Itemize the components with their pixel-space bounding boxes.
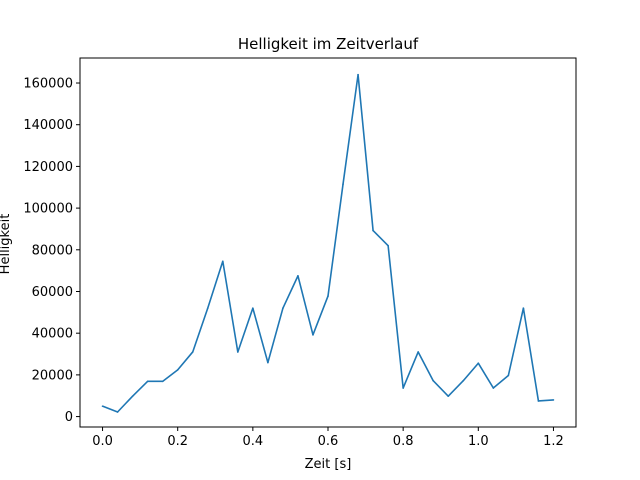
series-line [102,73,554,413]
data-point [537,400,540,402]
data-point [312,334,314,336]
x-tick-label: 1.2 [543,434,564,449]
y-tick-label: 0 [65,410,73,425]
y-axis-label: Helligkeit [0,214,13,275]
x-tick-label: 1.0 [468,434,489,449]
x-tick-label: 0.8 [393,434,414,449]
axes-frame [79,57,577,428]
data-point [237,351,239,353]
data-point [161,380,164,383]
data-point [492,387,495,389]
x-tick-label: 0.0 [92,434,113,449]
data-point [507,374,510,377]
data-point [221,260,224,263]
data-point [282,307,284,309]
data-point [417,351,419,353]
data-point [267,361,269,364]
y-tick-label: 60000 [32,285,73,300]
y-tick-label: 80000 [32,243,73,258]
data-point [252,307,254,309]
data-point [552,399,555,401]
data-point [131,395,134,397]
x-tick-label: 0.2 [167,434,188,449]
plot-area [101,73,555,413]
x-tick-label: 0.4 [243,434,264,449]
data-point [477,362,480,365]
data-point [357,73,359,76]
data-point [176,369,179,371]
data-point [462,379,465,382]
data-point [447,395,450,397]
y-tick-label: 120000 [23,160,73,175]
data-point [206,307,209,309]
data-point [191,351,194,353]
data-point [432,379,435,382]
data-point [522,307,525,309]
y-tick-label: 100000 [23,202,73,217]
y-tick-label: 160000 [23,77,73,92]
x-tick-label: 0.6 [318,434,339,449]
x-axis: 0.0 0.2 0.4 0.6 0.8 1.0 1.2 [92,427,564,449]
data-point [327,295,329,297]
y-tick-label: 40000 [32,327,73,342]
data-point [402,387,404,389]
y-tick-label: 20000 [32,368,73,383]
data-point [387,244,389,247]
data-point [116,411,119,413]
x-axis-label: Zeit [s] [305,457,352,472]
data-point [342,183,344,185]
data-point [101,405,104,407]
data-point [372,229,374,232]
y-tick-label: 140000 [23,118,73,133]
data-point [146,380,149,383]
y-axis: 0 20000 40000 60000 80000 100000 120000 140000 1… [23,77,80,425]
chart-title: Helligkeit im Zeitverlauf [238,35,419,53]
data-point [297,275,299,277]
